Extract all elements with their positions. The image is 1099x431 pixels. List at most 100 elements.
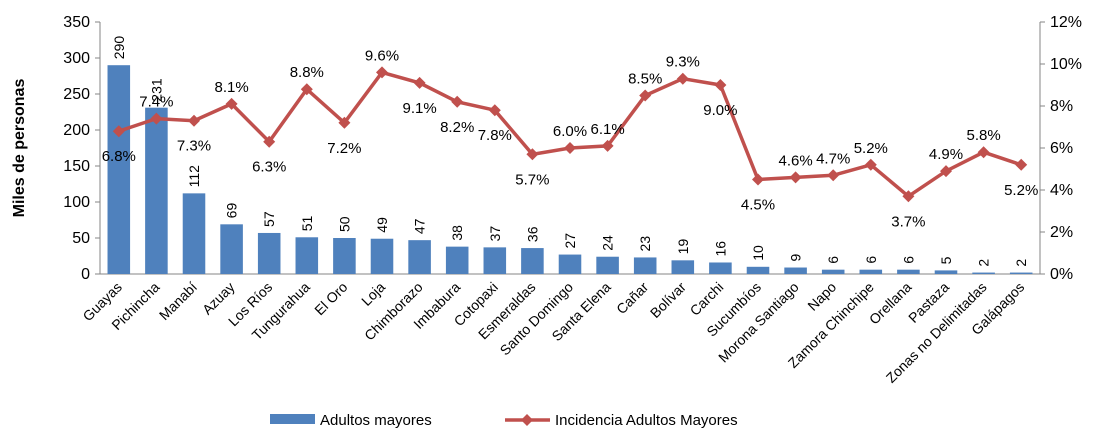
y-tick-label: 250 <box>63 86 90 103</box>
line-value-label: 6.1% <box>590 121 624 138</box>
bar <box>182 193 206 274</box>
line-value-label: 4.7% <box>816 150 850 167</box>
bar <box>596 256 619 274</box>
line-marker <box>752 173 764 186</box>
y-tick-label: 150 <box>63 158 90 175</box>
line-value-label: 5.7% <box>515 171 549 188</box>
line-value-label: 6.8% <box>102 148 136 165</box>
line-marker <box>564 142 576 154</box>
line-marker <box>188 114 200 127</box>
line-value-label: 4.5% <box>741 197 775 214</box>
line-value-label: 8.5% <box>628 71 662 88</box>
bar-value-label: 290 <box>111 36 127 60</box>
y-tick-label: 300 <box>63 50 90 67</box>
line-marker <box>451 95 464 108</box>
x-tick-label: Manabí <box>156 279 200 323</box>
legend-label: Adultos mayores <box>320 412 432 429</box>
line-marker <box>864 158 877 171</box>
line-value-label: 9.3% <box>666 54 700 71</box>
bar-value-label: 50 <box>336 216 352 232</box>
bar <box>671 260 695 274</box>
line-value-label: 7.8% <box>478 127 512 144</box>
bar <box>220 224 243 274</box>
line-value-label: 6.3% <box>252 159 286 176</box>
y-tick-label: 200 <box>63 122 90 139</box>
bar-value-label: 112 <box>186 165 202 188</box>
line-marker <box>977 146 990 159</box>
line-value-label: 8.8% <box>290 64 324 81</box>
line-marker <box>1015 158 1028 171</box>
bar-value-label: 23 <box>637 236 653 252</box>
legend-swatch <box>270 414 315 424</box>
x-tick-label: Loja <box>358 279 388 309</box>
line-value-label: 7.3% <box>177 138 211 155</box>
line-value-label: 5.2% <box>854 140 888 157</box>
line-marker <box>150 112 163 125</box>
line-value-label: 4.6% <box>778 152 812 169</box>
bar-value-label: 51 <box>299 215 315 231</box>
bar-value-label: 2 <box>976 259 992 267</box>
line-marker <box>789 171 802 184</box>
line-value-label: 7.4% <box>139 94 173 111</box>
bar-value-label: 6 <box>863 256 879 264</box>
bar <box>333 238 356 274</box>
bar-value-label: 16 <box>712 241 728 257</box>
line-value-label: 8.1% <box>214 79 248 96</box>
y2-tick-label: 12% <box>1050 14 1082 31</box>
bar <box>295 237 319 274</box>
line-marker <box>639 89 652 102</box>
y2-tick-label: 2% <box>1050 224 1073 241</box>
line-value-label: 9.1% <box>402 100 436 117</box>
line-marker <box>376 66 388 79</box>
bar <box>897 269 920 274</box>
y2-tick-label: 6% <box>1050 140 1073 157</box>
bar-value-label: 49 <box>374 217 390 233</box>
bar-value-label: 24 <box>600 235 616 251</box>
x-tick-label: Orellana <box>866 279 915 328</box>
bar-value-label: 57 <box>261 211 277 227</box>
line-value-label: 5.8% <box>966 127 1000 144</box>
bar <box>257 232 281 274</box>
bar-value-label: 69 <box>224 203 240 219</box>
bar-value-label: 5 <box>938 256 954 264</box>
legend-swatch-marker <box>521 414 533 426</box>
bar <box>370 238 394 274</box>
line-marker <box>263 135 276 148</box>
y2-tick-label: 0% <box>1050 266 1073 283</box>
bar-value-label: 27 <box>562 233 578 249</box>
y-tick-label: 0 <box>81 266 90 283</box>
bar <box>1009 272 1033 274</box>
bar <box>746 266 770 274</box>
bar-value-label: 6 <box>825 256 841 264</box>
bar <box>633 257 657 274</box>
line-value-label: 9.6% <box>365 47 399 64</box>
line-value-label: 5.2% <box>1004 182 1038 199</box>
bar-value-label: 2 <box>1013 259 1029 267</box>
line-marker <box>413 76 426 89</box>
x-tick-label: Cañar <box>613 279 652 318</box>
bar-value-label: 47 <box>412 218 428 234</box>
bar-value-label: 9 <box>788 254 804 262</box>
line-marker <box>827 169 840 182</box>
y-tick-label: 350 <box>63 14 90 31</box>
bar-value-label: 36 <box>524 226 540 242</box>
line-marker <box>112 125 125 138</box>
x-tick-label: El Oro <box>311 279 351 319</box>
line-marker <box>225 97 238 110</box>
bar <box>107 65 131 274</box>
bar <box>821 269 845 274</box>
bar-value-label: 19 <box>675 239 691 255</box>
bar <box>709 262 732 274</box>
y2-tick-label: 4% <box>1050 182 1073 199</box>
bar-value-label: 37 <box>487 226 503 242</box>
bar-value-label: 6 <box>900 256 916 264</box>
bar <box>784 267 807 274</box>
bar <box>483 247 507 274</box>
line-marker <box>676 72 689 85</box>
line-value-label: 8.2% <box>440 119 474 136</box>
line-marker <box>902 190 915 203</box>
y-tick-label: 50 <box>72 230 90 247</box>
y-axis-title: Miles de personas <box>11 79 28 218</box>
